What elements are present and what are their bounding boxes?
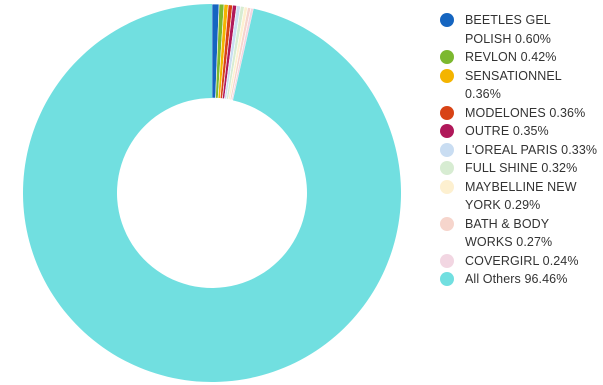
legend-label: All Others 96.46% [465, 272, 568, 286]
legend-item-7: MAYBELLINE NEW YORK 0.29% [440, 178, 600, 215]
legend-swatch [440, 179, 454, 194]
legend-label: BEETLES GEL POLISH 0.60% [465, 13, 551, 46]
legend-swatch [440, 13, 454, 27]
legend-item-9: COVERGIRL 0.24% [440, 252, 600, 271]
legend-label: SENSATIONNEL 0.36% [465, 68, 562, 102]
legend-item-3: MODELONES 0.36% [440, 104, 600, 123]
legend-swatch [440, 161, 454, 175]
legend-item-0: BEETLES GEL POLISH 0.60% [440, 11, 600, 48]
legend-label: BATH & BODY WORKS 0.27% [465, 216, 553, 250]
legend-swatch [440, 68, 454, 83]
legend-label: COVERGIRL 0.24% [465, 253, 579, 268]
donut-svg [23, 3, 402, 382]
legend-label: L'OREAL PARIS 0.33% [465, 142, 598, 157]
legend-label: FULL SHINE 0.32% [465, 161, 578, 175]
legend-label: REVLON 0.42% [465, 50, 557, 64]
legend-item-2: SENSATIONNEL 0.36% [440, 67, 600, 104]
chart-legend: BEETLES GEL POLISH 0.60% REVLON 0.42% SENS… [440, 11, 600, 289]
legend-swatch [440, 142, 454, 157]
legend-item-5: L'OREAL PARIS 0.33% [440, 141, 600, 160]
legend-swatch [440, 124, 454, 138]
legend-item-4: OUTRE 0.35% [440, 122, 600, 141]
legend-item-1: REVLON 0.42% [440, 48, 600, 67]
legend-swatch [440, 105, 454, 120]
legend-label: MODELONES 0.36% [465, 105, 586, 120]
donut-slice-10 [23, 4, 402, 382]
legend-item-6: FULL SHINE 0.32% [440, 159, 600, 178]
legend-swatch [440, 216, 454, 231]
legend-swatch [440, 253, 454, 268]
legend-item-8: BATH & BODY WORKS 0.27% [440, 215, 600, 252]
legend-swatch [440, 272, 454, 286]
legend-swatch [440, 50, 454, 64]
legend-label: MAYBELLINE NEW YORK 0.29% [465, 179, 577, 213]
legend-label: OUTRE 0.35% [465, 124, 549, 138]
legend-item-10: All Others 96.46% [440, 270, 600, 289]
